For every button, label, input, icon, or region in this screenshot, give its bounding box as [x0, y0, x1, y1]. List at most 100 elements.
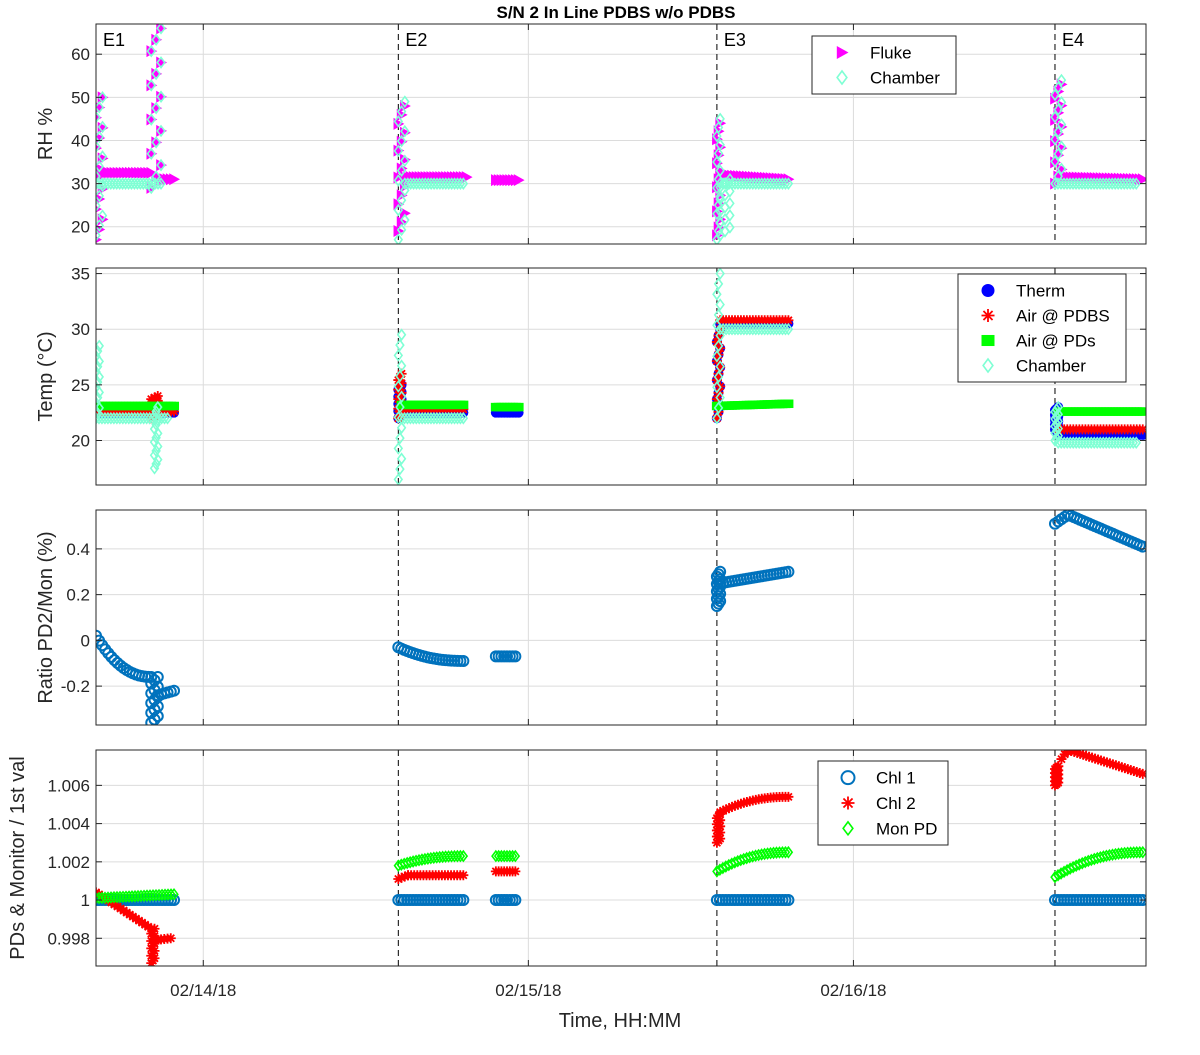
- data-point: [1110, 436, 1120, 450]
- data-point: [455, 849, 466, 863]
- data-point: [1084, 751, 1095, 762]
- data-point: [146, 147, 157, 161]
- legend-marker: [982, 357, 994, 374]
- data-point: [162, 411, 173, 425]
- y-tick-label: 0.2: [66, 586, 90, 605]
- data-point: [1093, 754, 1104, 765]
- data-point: [396, 193, 407, 207]
- data-point: [713, 401, 724, 415]
- y-tick-label: -0.2: [61, 677, 90, 696]
- legend-label: Air @ PDs: [1016, 332, 1096, 351]
- data-point: [1096, 755, 1107, 766]
- data-point: [1131, 846, 1142, 859]
- data-point: [1098, 177, 1108, 190]
- legend-box: [811, 35, 957, 95]
- data-point: [393, 473, 404, 485]
- data-point: [727, 801, 738, 812]
- data-point: [1050, 110, 1060, 124]
- data-point: [1056, 754, 1067, 765]
- data-point: [96, 189, 105, 203]
- data-point: [715, 807, 726, 818]
- data-point: [156, 24, 166, 35]
- data-point: [395, 369, 405, 383]
- legend-marker: [842, 820, 854, 837]
- data-point: [97, 120, 108, 134]
- data-point: [713, 147, 724, 160]
- legend-marker: [981, 309, 995, 322]
- y-axis-label: PDs & Monitor / 1st val: [7, 756, 29, 959]
- data-point: [715, 190, 725, 203]
- data-point: [1071, 177, 1081, 190]
- data-point: [1125, 436, 1135, 450]
- data-point: [156, 90, 166, 104]
- data-point: [1099, 756, 1110, 767]
- data-point: [724, 803, 735, 814]
- data-point: [513, 174, 525, 187]
- data-point: [1053, 147, 1063, 161]
- data-point: [1101, 436, 1111, 450]
- grid: [96, 24, 1146, 244]
- data-point: [1122, 177, 1132, 190]
- data-point: [96, 100, 105, 114]
- data-point: [169, 401, 180, 411]
- legend-marker: [836, 46, 849, 59]
- data-point: [455, 177, 466, 190]
- series-group: [96, 510, 1146, 725]
- legend-label: Air @ PDBS: [1016, 307, 1110, 326]
- data-point: [149, 923, 160, 934]
- data-point: [96, 160, 105, 173]
- data-point: [725, 221, 735, 234]
- data-point: [1107, 436, 1117, 450]
- data-point: [1134, 767, 1145, 778]
- event-label-e3: E3: [724, 30, 746, 50]
- data-point: [715, 112, 725, 126]
- data-point: [1086, 177, 1096, 190]
- data-point: [712, 233, 722, 244]
- y-tick-label: 1.004: [47, 815, 90, 834]
- data-point: [396, 164, 407, 178]
- legend-marker: [981, 334, 995, 347]
- data-point: [393, 380, 404, 393]
- data-point: [393, 174, 404, 187]
- y-tick-label: 50: [71, 88, 90, 107]
- y-tick-label: 0: [81, 631, 90, 650]
- data-point: [712, 411, 722, 425]
- data-point: [1119, 436, 1129, 450]
- data-point: [1113, 177, 1123, 190]
- data-point: [146, 78, 157, 92]
- data-point: [396, 105, 407, 118]
- data-point: [725, 184, 735, 198]
- data-point: [1104, 758, 1115, 769]
- data-point: [1075, 750, 1086, 759]
- data-point: [1092, 436, 1102, 450]
- data-point: [1068, 436, 1078, 450]
- data-point: [394, 390, 405, 401]
- panel-pds: 0.998 1 1.002 1.004 1.006 PDs & Monitor / 1st…: [7, 749, 1147, 967]
- data-point: [1128, 177, 1138, 190]
- data-point: [396, 872, 407, 883]
- data-point: [712, 287, 722, 301]
- ticks: [96, 750, 1146, 966]
- data-point: [96, 130, 105, 144]
- y-axis-label: Ratio PD2/Mon (%): [35, 531, 57, 703]
- data-point: [1137, 845, 1146, 859]
- series-mon-pd: [96, 845, 1146, 905]
- legend-marker: [840, 770, 856, 786]
- data-point: [458, 404, 469, 415]
- ticks: [96, 510, 1146, 725]
- data-point: [96, 339, 105, 353]
- data-point: [1101, 757, 1112, 768]
- data-point: [96, 199, 101, 213]
- data-point: [715, 391, 725, 404]
- data-point: [396, 359, 407, 373]
- data-point: [1137, 768, 1146, 779]
- data-point: [1131, 436, 1141, 450]
- x-tick-label: 02/15/18: [495, 981, 561, 1000]
- series-ratio: [96, 510, 1146, 725]
- data-point: [393, 349, 404, 362]
- y-tick-label: 20: [71, 218, 90, 237]
- data-point: [400, 124, 410, 138]
- event-label-e4: E4: [1062, 30, 1084, 50]
- ticks: [96, 24, 1146, 244]
